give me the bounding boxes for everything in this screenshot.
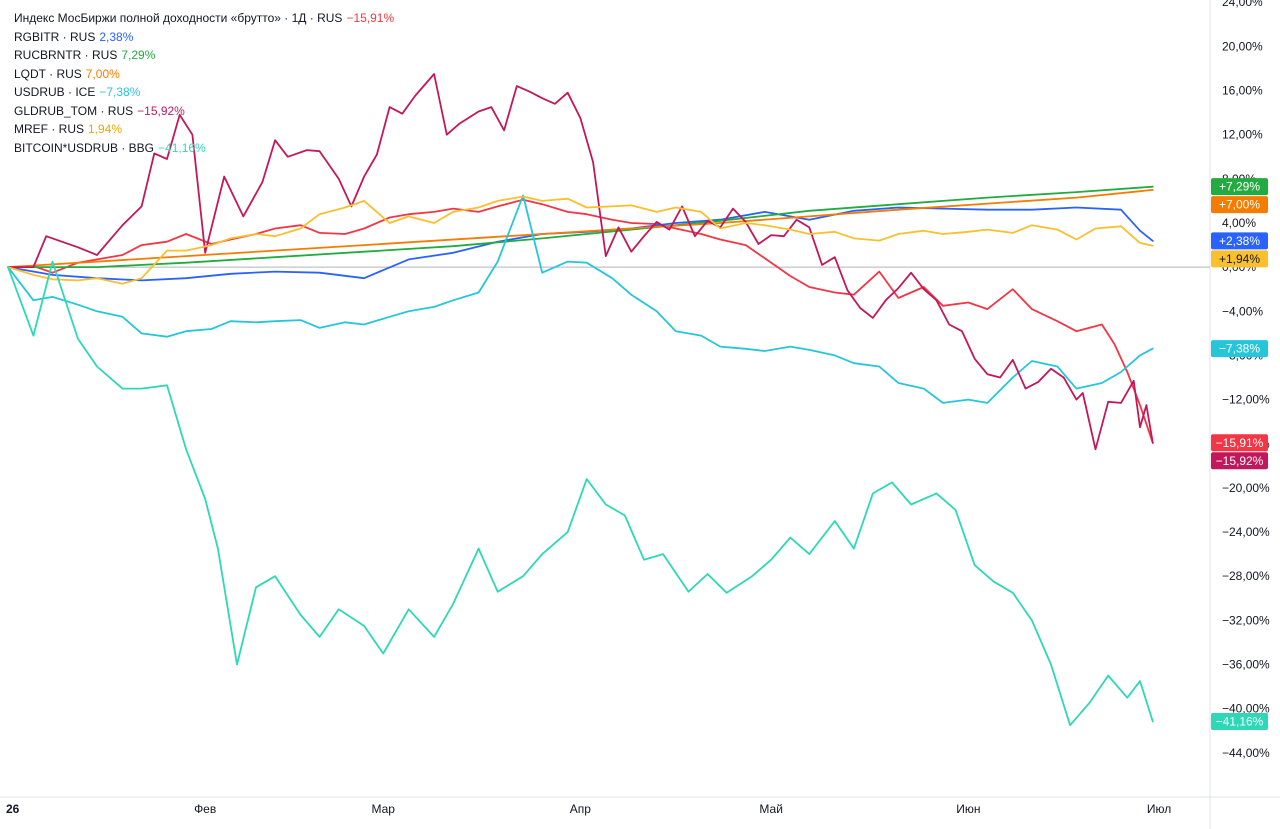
value-badge-label: −15,92% bbox=[1216, 454, 1264, 468]
value-badge bbox=[1211, 232, 1268, 250]
value-badge bbox=[1211, 340, 1268, 358]
y-tick-label: 20,00% bbox=[1222, 39, 1263, 53]
legend-row-1[interactable]: RGBITR · RUS 2,38% bbox=[14, 28, 394, 47]
series-line-5 bbox=[7, 73, 1154, 451]
y-tick-label: 24,00% bbox=[1222, 0, 1263, 9]
legend-value: 1,94% bbox=[88, 122, 123, 136]
legend-name: GLDRUB_TOM · RUS bbox=[14, 103, 134, 118]
x-tick-label: Май bbox=[759, 802, 783, 816]
x-tick-label: Мар bbox=[371, 802, 395, 816]
x-tick-label: Июн bbox=[956, 802, 980, 816]
legend-value: 7,29% bbox=[121, 48, 156, 62]
value-badge-label: −7,38% bbox=[1219, 342, 1260, 356]
legend-name: MREF · RUS bbox=[14, 122, 84, 136]
x-tick-label: Фев bbox=[194, 802, 216, 816]
value-badge-label: +7,29% bbox=[1219, 180, 1260, 194]
y-tick-label: −44,00% bbox=[1222, 746, 1270, 760]
legend-row-5[interactable]: GLDRUB_TOM · RUS −15,92% bbox=[14, 102, 394, 121]
y-tick-label: −40,00% bbox=[1222, 702, 1270, 716]
x-tick-label: Июл bbox=[1147, 802, 1171, 816]
legend: Индекс МосБиржи полной доходности «брутт… bbox=[14, 9, 394, 157]
y-tick-label: 12,00% bbox=[1222, 128, 1263, 142]
legend-name: USDRUB · ICE bbox=[14, 85, 96, 99]
legend-name: Индекс МосБиржи полной доходности «брутт… bbox=[14, 11, 343, 25]
y-tick-label: −4,00% bbox=[1222, 304, 1263, 318]
y-tick-label: −36,00% bbox=[1222, 658, 1270, 672]
value-badge bbox=[1211, 250, 1268, 268]
y-tick-label: −12,00% bbox=[1222, 393, 1270, 407]
legend-row-6[interactable]: MREF · RUS 1,94% bbox=[14, 120, 394, 139]
legend-value: −41,16% bbox=[158, 140, 206, 155]
legend-value: 2,38% bbox=[99, 29, 134, 44]
legend-name: RUCBRNTR · RUS bbox=[14, 48, 118, 62]
series-line-4 bbox=[7, 194, 1154, 404]
legend-row-3[interactable]: LQDT · RUS 7,00% bbox=[14, 65, 394, 84]
legend-value: −7,38% bbox=[99, 85, 141, 99]
legend-value: −15,91% bbox=[346, 11, 395, 25]
y-tick-label: −20,00% bbox=[1222, 481, 1270, 495]
legend-name: BITCOIN*USDRUB · BBG bbox=[14, 140, 155, 155]
value-badge-label: −15,91% bbox=[1216, 436, 1264, 450]
value-badge bbox=[1211, 178, 1268, 196]
series-line-0 bbox=[7, 198, 1154, 444]
x-tick-label: Апр bbox=[570, 802, 592, 816]
y-tick-label: −28,00% bbox=[1222, 569, 1270, 583]
value-badge-label: +2,38% bbox=[1219, 234, 1260, 248]
series-line-3 bbox=[7, 188, 1154, 269]
legend-value: 7,00% bbox=[85, 66, 120, 81]
legend-name: LQDT · RUS bbox=[14, 66, 82, 81]
legend-row-7[interactable]: BITCOIN*USDRUB · BBG −41,16% bbox=[14, 139, 394, 158]
y-tick-label: −24,00% bbox=[1222, 525, 1270, 539]
series-line-1 bbox=[7, 206, 1154, 282]
legend-row-4[interactable]: USDRUB · ICE −7,38% bbox=[14, 83, 394, 102]
legend-row-0[interactable]: Индекс МосБиржи полной доходности «брутт… bbox=[14, 9, 394, 28]
value-badge-label: −41,16% bbox=[1216, 714, 1264, 728]
value-badge-label: +7,00% bbox=[1219, 198, 1260, 212]
y-tick-label: 4,00% bbox=[1222, 216, 1256, 230]
y-tick-label: 16,00% bbox=[1222, 84, 1263, 98]
y-tick-label: −32,00% bbox=[1222, 613, 1270, 627]
value-badge bbox=[1211, 434, 1268, 452]
x-tick-label: 26 bbox=[6, 802, 20, 816]
value-badge bbox=[1211, 196, 1268, 214]
series-line-2 bbox=[7, 185, 1154, 269]
legend-row-2[interactable]: RUCBRNTR · RUS 7,29% bbox=[14, 46, 394, 65]
value-badge bbox=[1211, 712, 1268, 730]
value-badge bbox=[1211, 452, 1268, 470]
series-line-6 bbox=[7, 195, 1154, 285]
value-badge-label: +1,94% bbox=[1219, 252, 1260, 266]
legend-value: −15,92% bbox=[137, 103, 185, 118]
legend-name: RGBITR · RUS bbox=[14, 29, 96, 44]
series-line-7 bbox=[7, 260, 1154, 727]
